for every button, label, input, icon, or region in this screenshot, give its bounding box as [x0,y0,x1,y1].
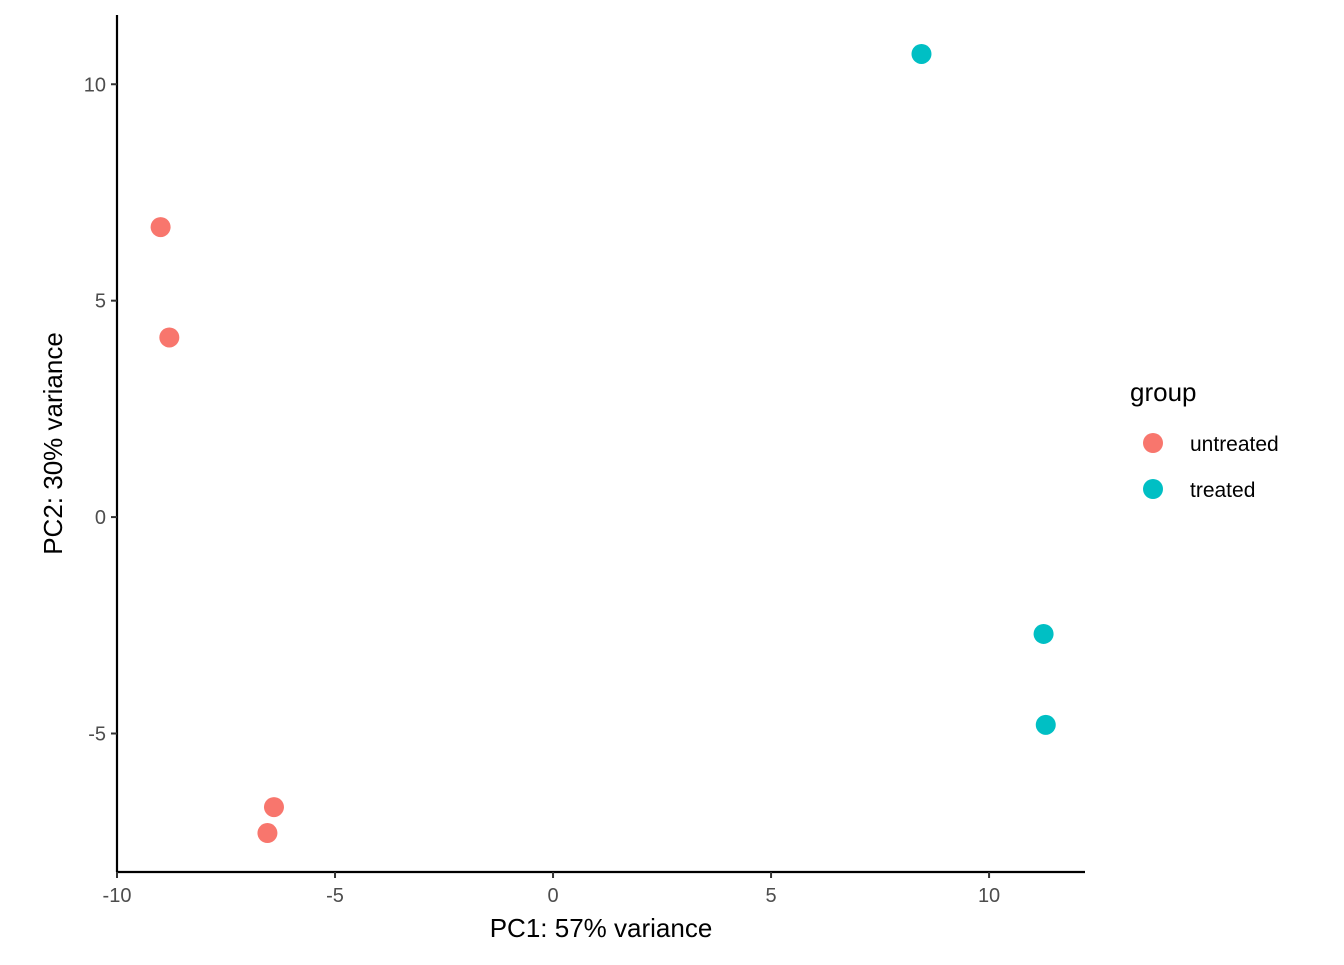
y-axis-title: PC2: 30% variance [38,332,68,555]
legend-label-untreated: untreated [1190,433,1279,456]
legend-key-untreated [1143,433,1163,453]
data-point-untreated [159,327,180,348]
x-axis-ticks: -10 -5 0 5 10 [103,872,1000,907]
legend-items: untreated treated [1143,433,1279,502]
x-axis-title: PC1: 57% variance [490,913,713,943]
x-tick-label: -5 [326,885,344,907]
x-tick-label: 5 [765,885,776,907]
data-point-treated [1033,623,1054,644]
legend-key-treated [1143,479,1163,499]
data-point-treated [911,43,932,64]
points-layer [150,43,1056,844]
data-point-untreated [257,823,278,844]
legend-label-treated: treated [1190,479,1255,502]
legend-title: group [1130,377,1197,407]
y-tick-label: 10 [84,74,106,96]
x-tick-label: -10 [103,885,132,907]
y-axis-ticks: -5 0 5 10 [84,74,117,745]
data-point-treated [1035,714,1056,735]
data-point-untreated [263,797,284,818]
data-point-untreated [150,217,171,238]
legend: group untreated treated [1130,377,1279,502]
y-tick-label: 5 [95,291,106,313]
x-tick-label: 10 [978,885,1000,907]
y-tick-label: 0 [95,507,106,529]
x-tick-label: 0 [547,885,558,907]
y-tick-label: -5 [88,723,106,745]
